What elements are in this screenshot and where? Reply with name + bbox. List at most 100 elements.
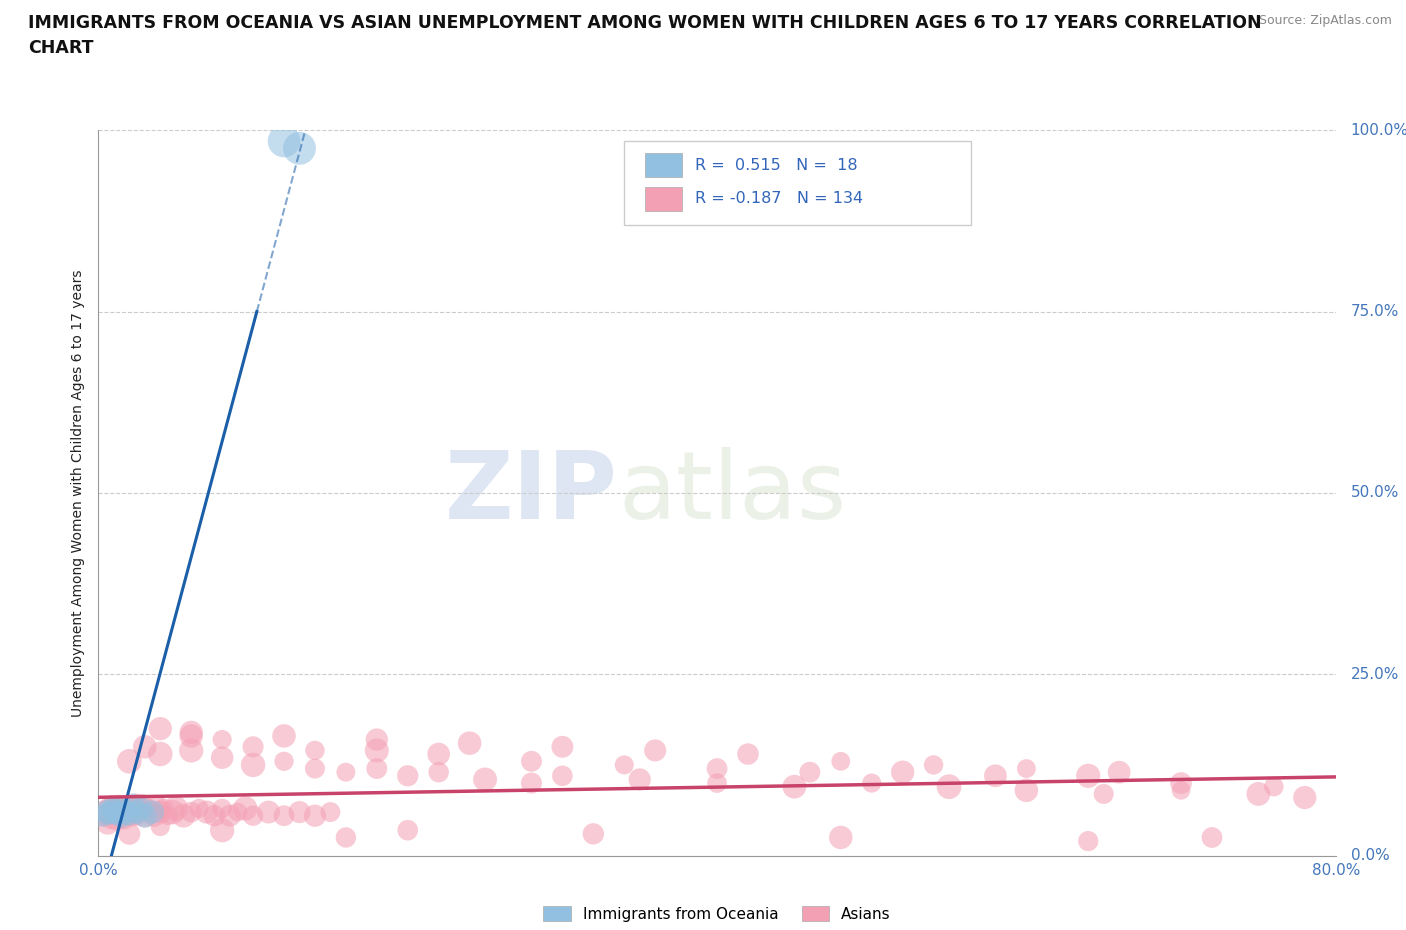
Point: [107, 804, 129, 819]
Point: [162, 804, 184, 819]
Point: [143, 808, 166, 823]
Point: [139, 804, 162, 819]
Point: [127, 808, 149, 823]
Point: [1170, 776, 1192, 790]
Point: [105, 812, 128, 827]
Point: [551, 768, 574, 783]
Point: [180, 724, 202, 739]
Point: [180, 743, 202, 758]
Point: [211, 801, 233, 816]
Point: [115, 804, 138, 819]
Text: Source: ZipAtlas.com: Source: ZipAtlas.com: [1258, 14, 1392, 27]
Point: [91, 808, 114, 823]
Point: [120, 801, 142, 816]
Point: [288, 141, 311, 156]
Point: [304, 743, 326, 758]
Text: 25.0%: 25.0%: [1351, 667, 1399, 682]
Point: [1015, 761, 1038, 776]
FancyBboxPatch shape: [645, 187, 682, 211]
Point: [396, 823, 419, 838]
Legend: Immigrants from Oceania, Asians: Immigrants from Oceania, Asians: [537, 900, 897, 928]
Point: [118, 754, 141, 769]
Text: IMMIGRANTS FROM OCEANIA VS ASIAN UNEMPLOYMENT AMONG WOMEN WITH CHILDREN AGES 6 T: IMMIGRANTS FROM OCEANIA VS ASIAN UNEMPLO…: [28, 14, 1261, 32]
Point: [204, 808, 226, 823]
Point: [242, 757, 264, 772]
Point: [134, 808, 156, 823]
Point: [396, 768, 419, 783]
Point: [180, 804, 202, 819]
Point: [366, 761, 388, 776]
Point: [737, 747, 759, 762]
Point: [211, 751, 233, 765]
Text: 0.0%: 0.0%: [1351, 848, 1389, 863]
Point: [107, 799, 129, 814]
Point: [131, 801, 153, 816]
Point: [551, 739, 574, 754]
Point: [103, 808, 125, 823]
Point: [799, 764, 821, 779]
Text: 75.0%: 75.0%: [1351, 304, 1399, 319]
Point: [288, 804, 311, 819]
Point: [458, 736, 481, 751]
Point: [1294, 790, 1316, 805]
FancyBboxPatch shape: [645, 153, 682, 178]
Text: 50.0%: 50.0%: [1351, 485, 1399, 500]
FancyBboxPatch shape: [624, 141, 970, 224]
Y-axis label: Unemployment Among Women with Children Ages 6 to 17 years: Unemployment Among Women with Children A…: [72, 269, 86, 717]
Text: atlas: atlas: [619, 447, 846, 538]
Point: [233, 801, 257, 816]
Point: [520, 776, 543, 790]
Point: [1077, 833, 1099, 848]
Point: [257, 804, 280, 819]
Point: [1170, 783, 1192, 798]
Point: [366, 732, 388, 747]
Point: [427, 747, 450, 762]
Point: [165, 801, 187, 816]
Point: [273, 754, 295, 769]
Point: [101, 801, 124, 816]
Point: [1201, 830, 1223, 844]
Point: [121, 808, 143, 823]
Point: [112, 801, 135, 816]
Point: [1092, 787, 1115, 802]
Point: [146, 797, 169, 812]
Point: [96, 804, 118, 819]
Point: [366, 743, 388, 758]
Point: [136, 801, 159, 816]
Point: [613, 757, 636, 772]
Point: [172, 808, 194, 823]
Point: [96, 804, 118, 819]
Point: [131, 797, 153, 812]
Point: [112, 801, 135, 816]
Point: [1015, 783, 1038, 798]
Point: [1108, 764, 1130, 779]
Point: [111, 808, 132, 823]
Point: [938, 779, 960, 794]
Point: [91, 808, 114, 823]
Point: [149, 804, 172, 819]
Point: [129, 801, 152, 816]
Point: [122, 804, 145, 819]
Point: [891, 764, 914, 779]
Point: [105, 806, 128, 821]
Point: [830, 830, 852, 844]
Text: R = -0.187   N = 134: R = -0.187 N = 134: [695, 191, 863, 206]
Point: [134, 808, 156, 823]
Point: [242, 808, 264, 823]
Point: [141, 804, 165, 819]
Point: [273, 134, 295, 149]
Point: [118, 804, 141, 819]
Point: [860, 776, 883, 790]
Point: [582, 827, 605, 842]
Point: [118, 827, 141, 842]
Point: [98, 806, 121, 821]
Text: CHART: CHART: [28, 39, 94, 57]
Point: [128, 804, 150, 819]
Point: [103, 804, 125, 818]
Point: [226, 804, 249, 819]
Point: [111, 804, 132, 819]
Point: [121, 797, 143, 812]
Point: [149, 819, 172, 834]
Point: [100, 812, 122, 827]
Point: [427, 764, 450, 779]
